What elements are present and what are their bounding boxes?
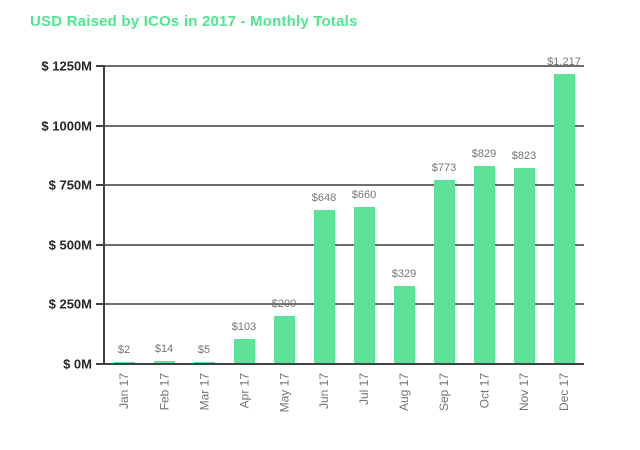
y-axis-tick <box>96 124 104 127</box>
x-axis-month-label: Feb 17 <box>157 373 171 411</box>
bar <box>353 207 375 364</box>
x-axis-month-label: Nov 17 <box>517 373 531 412</box>
bar-value-label: $200 <box>271 298 297 310</box>
y-axis-line <box>103 65 105 365</box>
y-axis-tick-label: $ 500M <box>48 237 92 253</box>
x-axis-month-label: Oct 17 <box>477 373 491 409</box>
y-axis-tick <box>96 243 104 246</box>
x-axis-line <box>96 363 584 365</box>
x-axis-month-label: Jun 17 <box>317 373 331 410</box>
bar-value-label: $14 <box>154 343 174 355</box>
y-axis-tick <box>96 303 104 306</box>
x-axis-month-label: Jan 17 <box>117 373 131 410</box>
chart-title: USD Raised by ICOs in 2017 - Monthly Tot… <box>30 13 358 30</box>
gridline <box>104 65 584 67</box>
bar-value-label: $1,217 <box>547 56 581 68</box>
bar-value-label: $103 <box>231 321 257 333</box>
x-axis-month-label: Apr 17 <box>237 373 251 409</box>
x-axis-month-label: May 17 <box>277 373 291 413</box>
y-axis-tick-label: $ 750M <box>48 177 92 193</box>
bar <box>473 166 495 364</box>
gridline <box>104 184 584 187</box>
bar-value-label: $5 <box>197 344 211 356</box>
bar-value-label: $648 <box>311 192 337 204</box>
x-axis-month-label: Dec 17 <box>557 373 571 412</box>
y-axis-tick-label: $ 0M <box>63 356 92 372</box>
bar <box>393 286 415 364</box>
bar-value-label: $2 <box>117 344 131 356</box>
y-axis-tick <box>96 184 104 187</box>
x-axis-month-label: Sep 17 <box>437 373 451 412</box>
bar <box>153 361 175 364</box>
x-axis-month-label: Jul 17 <box>357 373 371 406</box>
bar <box>233 339 255 364</box>
bar-value-label: $660 <box>351 189 377 201</box>
gridline <box>104 243 584 246</box>
bar-value-label: $329 <box>391 268 417 280</box>
y-axis-tick-label: $ 1000M <box>41 118 92 134</box>
y-axis-tick <box>96 65 104 67</box>
gridline <box>104 124 584 127</box>
x-axis-month-label: Mar 17 <box>197 373 211 411</box>
gridline <box>104 303 584 306</box>
x-axis-month-label: Aug 17 <box>397 373 411 412</box>
bar <box>513 168 535 364</box>
bar-value-label: $829 <box>471 148 497 160</box>
bar <box>313 210 335 364</box>
bar <box>433 180 455 364</box>
y-axis-tick-label: $ 1250M <box>41 58 92 74</box>
bar <box>553 74 575 364</box>
y-axis-tick-label: $ 250M <box>48 296 92 312</box>
bar <box>273 316 295 364</box>
bar-value-label: $773 <box>431 162 457 174</box>
bar-value-label: $823 <box>511 150 537 162</box>
